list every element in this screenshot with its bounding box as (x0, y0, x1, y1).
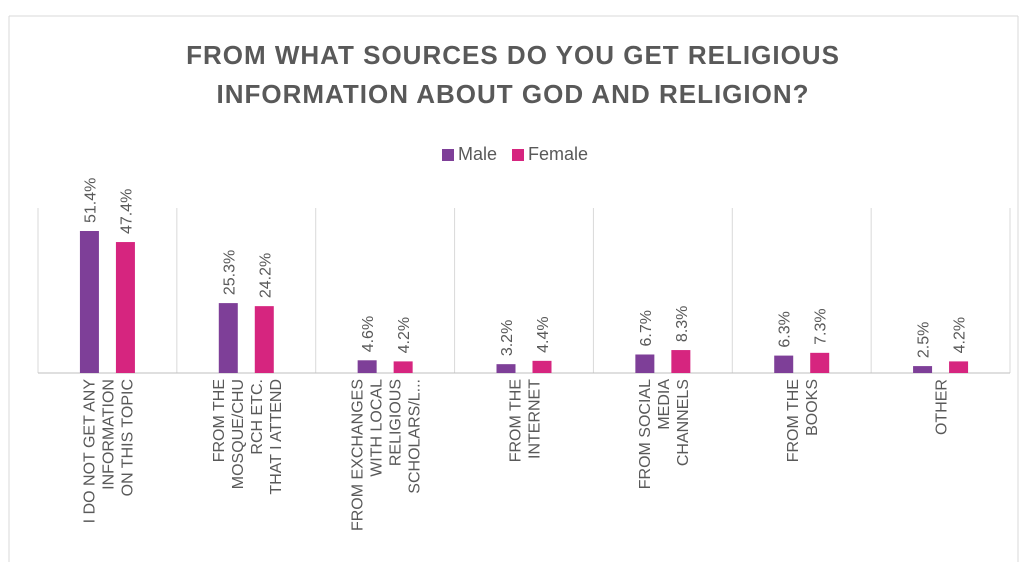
category-label: SCHOLARS/L... (407, 379, 424, 494)
data-label-male: 2.5% (916, 322, 933, 358)
bar-female (671, 350, 691, 373)
data-label-female: 24.2% (257, 253, 274, 298)
data-label-female: 7.3% (813, 308, 830, 344)
data-label-female: 4.4% (535, 316, 552, 352)
bar-female (810, 352, 830, 373)
data-label-female: 47.4% (118, 189, 135, 234)
legend-swatch-female (512, 149, 524, 161)
category-label: FROM THE (785, 379, 802, 462)
data-label-male: 6.7% (638, 310, 655, 346)
chart-title-line-2: INFORMATION ABOUT GOD AND RELIGION? (216, 79, 810, 109)
bar-female (254, 306, 274, 373)
category-label: MOSQUE/CHU (230, 379, 247, 489)
category-label: FROM EXCHANGES (350, 379, 367, 531)
category-label: CHANNELS (675, 379, 692, 466)
data-label-male: 4.6% (360, 316, 377, 352)
bar-female (532, 360, 552, 373)
category-label: BOOKS (804, 379, 821, 436)
data-label-male: 51.4% (82, 178, 99, 223)
data-label-female: 8.3% (674, 306, 691, 342)
data-label-male: 25.3% (221, 250, 238, 295)
category-label: I DO NOT GET ANY (81, 379, 98, 524)
category-label: FROM THE (211, 379, 228, 462)
bar-male (218, 303, 238, 373)
legend-swatch-male (442, 149, 454, 161)
bar-male (635, 354, 655, 373)
category-label: INTERNET (527, 379, 544, 459)
category-label: WITH LOCAL (369, 379, 386, 477)
legend-label-male: Male (458, 144, 497, 164)
bar-male (496, 364, 516, 373)
bar-female (115, 242, 135, 373)
data-label-male: 3.2% (499, 320, 516, 356)
category-label: ON THIS TOPIC (119, 379, 136, 496)
bar-male (913, 366, 933, 373)
bar-male (357, 360, 377, 373)
category-label: OTHER (934, 379, 951, 435)
data-label-female: 4.2% (952, 317, 969, 353)
chart-title: FROM WHAT SOURCES DO YOU GET RELIGIOUS I… (0, 36, 1026, 114)
data-label-female: 4.2% (396, 317, 413, 353)
data-label-male: 6.3% (777, 311, 794, 347)
category-label: THAT I ATTEND (268, 379, 285, 495)
category-label: INFORMATION (100, 379, 117, 490)
legend-label-female: Female (528, 144, 588, 164)
category-label: FROM SOCIAL (637, 379, 654, 489)
bar-female (949, 361, 969, 373)
bar-female (393, 361, 413, 373)
category-label: MEDIA (656, 379, 673, 430)
category-label: RELIGIOUS (388, 379, 405, 466)
chart-title-line-1: FROM WHAT SOURCES DO YOU GET RELIGIOUS (186, 40, 840, 70)
bar-male (79, 231, 99, 373)
bar-male (774, 355, 794, 373)
category-label: FROM THE (508, 379, 525, 462)
category-label: RCH ETC. (249, 379, 266, 455)
